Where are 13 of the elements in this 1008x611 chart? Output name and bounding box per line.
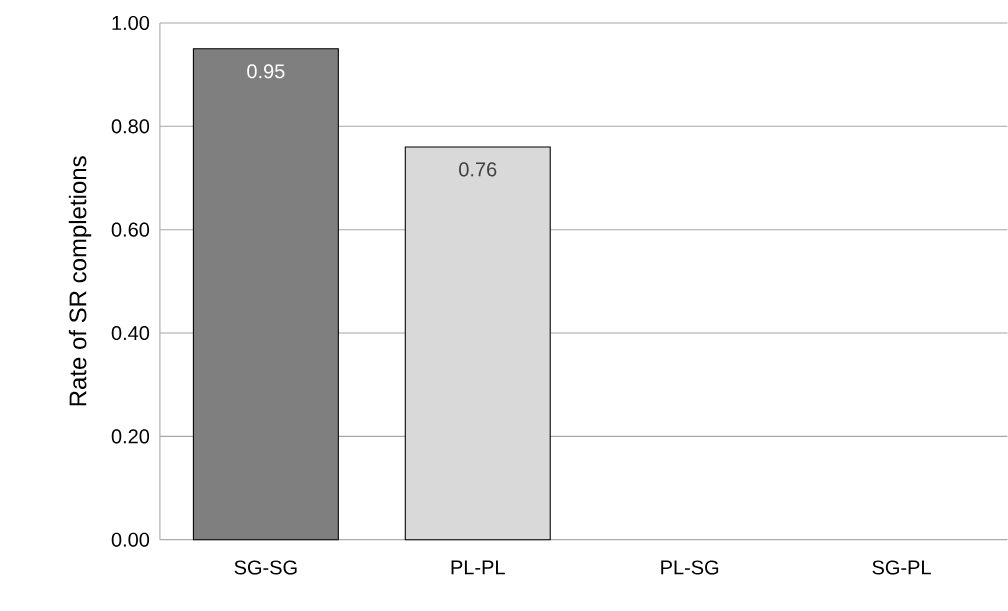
y-tick-label: 0.80 <box>111 119 150 134</box>
y-tick-label: 0.60 <box>111 222 150 237</box>
x-tick-label: SG-PL <box>872 560 931 575</box>
data-label: 0.76 <box>459 162 497 177</box>
y-tick-label: 0.00 <box>111 532 150 547</box>
data-label: 0.95 <box>247 64 285 79</box>
y-axis-title: Rate of SR completions <box>68 156 92 406</box>
x-tick-label: PL-SG <box>661 560 719 575</box>
y-tick-label: 1.00 <box>112 16 150 31</box>
y-tick-label: 0.20 <box>111 429 150 444</box>
x-tick-label: PL-PL <box>451 560 505 575</box>
x-tick-label: SG-SG <box>234 560 297 575</box>
y-tick-label: 0.40 <box>111 326 150 341</box>
